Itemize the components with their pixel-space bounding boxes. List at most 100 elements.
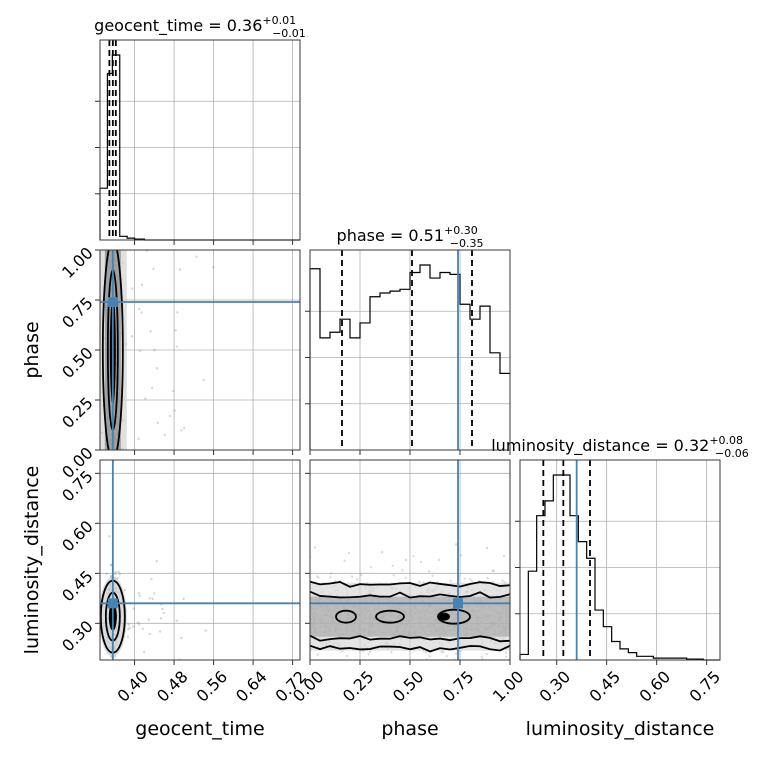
panel-distance-vs-phase: 0.00 0.25 0.50 0.75 1.00 bbox=[289, 459, 528, 706]
contour bbox=[101, 250, 124, 450]
sample-point bbox=[150, 577, 153, 581]
sample-point bbox=[463, 577, 466, 580]
sample-point bbox=[392, 574, 395, 577]
sample-point bbox=[344, 673, 346, 675]
sample-point bbox=[155, 559, 158, 563]
sample-point bbox=[387, 679, 389, 681]
y-tick-label: 0.75 bbox=[58, 293, 97, 332]
sample-point bbox=[449, 579, 452, 583]
sample-point bbox=[156, 421, 159, 425]
sample-point bbox=[153, 592, 156, 595]
sample-point bbox=[468, 577, 472, 581]
sample-point bbox=[501, 579, 504, 583]
sample-point bbox=[359, 665, 361, 667]
sample-point bbox=[152, 267, 155, 271]
sample-point bbox=[109, 575, 113, 578]
sample-point bbox=[116, 661, 118, 663]
sample-point bbox=[132, 625, 135, 628]
sample-point bbox=[138, 349, 142, 352]
sample-point bbox=[144, 397, 147, 400]
sample-point bbox=[123, 588, 127, 592]
marginal-histogram bbox=[309, 264, 510, 450]
panel-distance-marginal: 0.30 0.45 0.60 0.75 bbox=[515, 459, 724, 706]
sample-point bbox=[428, 654, 431, 658]
marginal-frame bbox=[519, 459, 721, 661]
sample-point bbox=[315, 575, 319, 578]
sample-point bbox=[391, 564, 394, 568]
marginal-histogram bbox=[99, 54, 300, 241]
sample-point bbox=[343, 559, 346, 562]
sample-point bbox=[491, 580, 494, 584]
sample-point bbox=[442, 650, 445, 654]
sample-point bbox=[454, 543, 458, 546]
y-tick-label: 1.00 bbox=[58, 243, 97, 282]
sample-point bbox=[360, 573, 363, 576]
sample-point bbox=[492, 670, 494, 672]
sample-point bbox=[176, 311, 179, 314]
panel-phase-marginal bbox=[305, 249, 511, 455]
xlabel-geocent-time: geocent_time bbox=[135, 718, 264, 740]
sample-point bbox=[162, 611, 165, 615]
sample-point bbox=[178, 268, 182, 271]
sample-point bbox=[130, 335, 134, 338]
sample-point bbox=[437, 558, 441, 562]
marginal-frame bbox=[99, 39, 301, 241]
sample-point bbox=[440, 650, 443, 654]
sample-point bbox=[435, 682, 437, 684]
sample-point bbox=[480, 655, 483, 658]
sample-point bbox=[105, 572, 108, 575]
y-tick-label: 0.45 bbox=[58, 567, 97, 606]
x-tick-label: 0.45 bbox=[586, 667, 625, 706]
sample-point bbox=[113, 572, 117, 575]
sample-point bbox=[347, 551, 351, 555]
contour bbox=[310, 580, 510, 588]
contour bbox=[310, 590, 510, 599]
title-phase: phase = 0.51+0.30 −0.35 bbox=[337, 224, 484, 250]
x-tick-label: 0.56 bbox=[192, 667, 231, 706]
contour bbox=[310, 644, 510, 653]
sample-point bbox=[350, 575, 354, 578]
sample-point bbox=[367, 653, 370, 656]
sample-point bbox=[368, 650, 372, 654]
sample-point bbox=[202, 378, 205, 382]
sample-point bbox=[132, 607, 135, 610]
sample-point bbox=[404, 576, 407, 580]
sample-point bbox=[173, 409, 176, 412]
sample-point bbox=[159, 617, 163, 620]
y-tick-label: 0.50 bbox=[58, 343, 97, 382]
x-tick-label: 0.64 bbox=[232, 667, 271, 706]
sample-point bbox=[390, 651, 393, 654]
truth-marker bbox=[107, 598, 118, 609]
sample-point bbox=[504, 651, 508, 655]
sample-point bbox=[492, 569, 496, 573]
sample-point bbox=[148, 632, 151, 636]
sample-point bbox=[454, 652, 458, 655]
joint-frame bbox=[99, 249, 301, 451]
sample-point bbox=[329, 576, 332, 579]
sample-point bbox=[136, 621, 140, 624]
sample-point bbox=[113, 670, 115, 672]
sample-point bbox=[180, 636, 183, 640]
x-tick-label: 0.60 bbox=[636, 667, 675, 706]
sample-point bbox=[151, 386, 154, 390]
marginal-histogram bbox=[519, 474, 720, 661]
sample-point bbox=[486, 576, 489, 580]
sample-point bbox=[470, 579, 474, 583]
title-geocent-time: geocent_time = 0.36+0.01 −0.01 bbox=[94, 14, 306, 40]
sample-point bbox=[137, 591, 141, 595]
sample-point bbox=[485, 546, 489, 550]
truth-marker bbox=[453, 598, 463, 609]
sample-point bbox=[155, 367, 159, 370]
sample-point bbox=[138, 623, 141, 626]
sample-point bbox=[391, 680, 393, 682]
sample-point bbox=[126, 635, 130, 638]
sample-point bbox=[329, 572, 333, 575]
sample-point bbox=[445, 702, 447, 704]
sample-point bbox=[151, 597, 154, 601]
sample-point bbox=[445, 654, 448, 658]
sample-point bbox=[316, 653, 319, 656]
panel-distance-vs-geocent-time: 0.40 0.48 0.56 0.64 0.720.300.450.600.75 bbox=[58, 459, 310, 706]
joint-frame bbox=[309, 459, 511, 661]
ylabel-phase: phase bbox=[21, 321, 43, 378]
